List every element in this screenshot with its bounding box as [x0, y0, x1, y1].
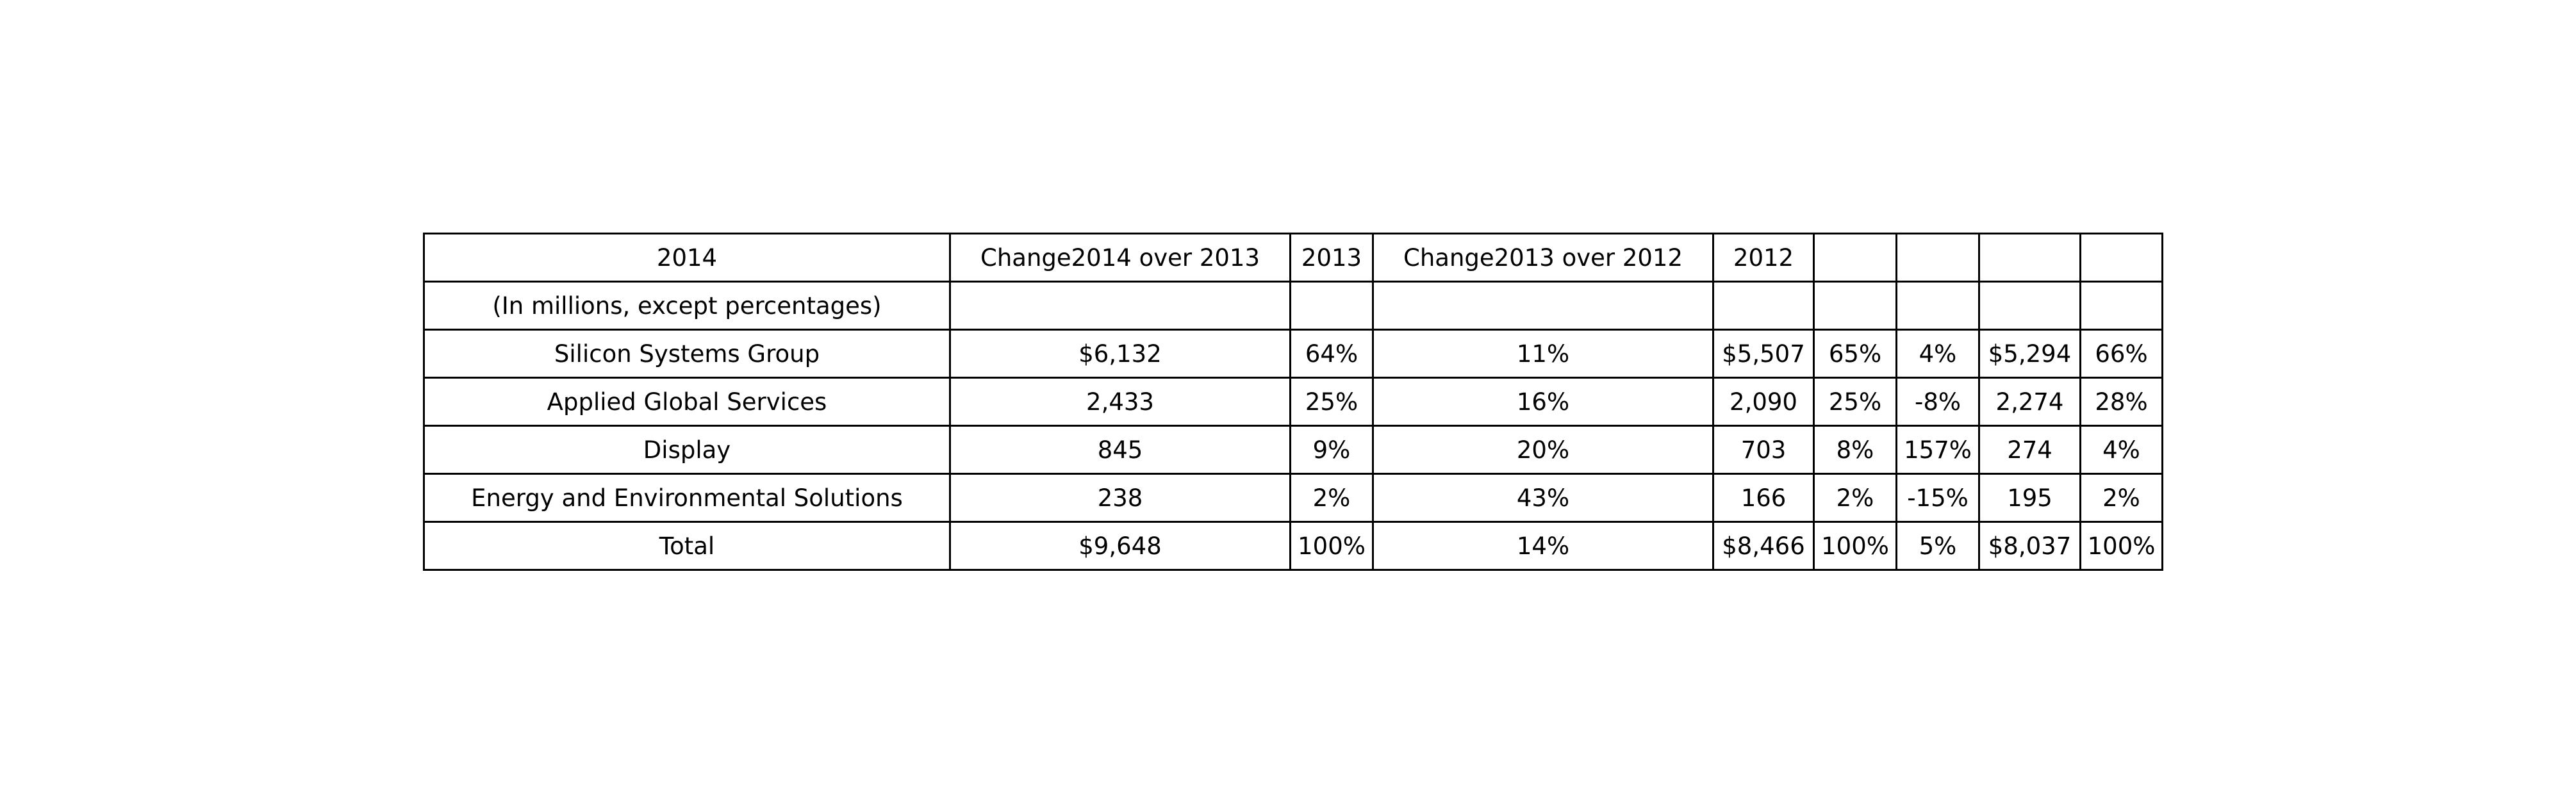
- table-cell: [1895, 233, 1980, 283]
- table-cell: 4%: [1895, 329, 1980, 379]
- table-cell: Change2014 over 2013: [949, 233, 1291, 283]
- table-row: (In millions, except percentages): [423, 281, 2163, 331]
- table-cell: 2013: [1289, 233, 1374, 283]
- table-cell: [2079, 281, 2163, 331]
- table-cell: 66%: [2079, 329, 2163, 379]
- table-cell: 845: [949, 425, 1291, 475]
- table-cell: [1895, 281, 1980, 331]
- table-cell: -8%: [1895, 377, 1980, 427]
- table-cell: 43%: [1372, 473, 1714, 523]
- table-cell: 100%: [1813, 521, 1897, 571]
- table-cell: 25%: [1813, 377, 1897, 427]
- table-cell: [1289, 281, 1374, 331]
- table-cell: $5,507: [1712, 329, 1815, 379]
- table-cell: 16%: [1372, 377, 1714, 427]
- table-cell: [1978, 233, 2081, 283]
- table-cell: [1372, 281, 1714, 331]
- table-cell: Silicon Systems Group: [423, 329, 951, 379]
- table-cell: 703: [1712, 425, 1815, 475]
- table-cell: $9,648: [949, 521, 1291, 571]
- table-cell: 157%: [1895, 425, 1980, 475]
- table-cell: [1813, 233, 1897, 283]
- table-cell: 8%: [1813, 425, 1897, 475]
- table-cell: [1712, 281, 1815, 331]
- table-cell: 2,274: [1978, 377, 2081, 427]
- table-cell: 2,090: [1712, 377, 1815, 427]
- table-cell: 2012: [1712, 233, 1815, 283]
- table-cell: $8,466: [1712, 521, 1815, 571]
- table-cell: 2,433: [949, 377, 1291, 427]
- table-cell: 238: [949, 473, 1291, 523]
- table-cell: [1978, 281, 2081, 331]
- table-cell: Energy and Environmental Solutions: [423, 473, 951, 523]
- table-row: Applied Global Services 2,433 25% 16% 2,090 2…: [423, 377, 2163, 427]
- table-cell: 2014: [423, 233, 951, 283]
- table-cell: [2079, 233, 2163, 283]
- table-cell: 4%: [2079, 425, 2163, 475]
- table-cell: 65%: [1813, 329, 1897, 379]
- table-cell: $6,132: [949, 329, 1291, 379]
- table-cell: (In millions, except percentages): [423, 281, 951, 331]
- table-cell: 20%: [1372, 425, 1714, 475]
- table-cell: 5%: [1895, 521, 1980, 571]
- table-cell: Display: [423, 425, 951, 475]
- table-cell: 2%: [1289, 473, 1374, 523]
- table-cell: 100%: [2079, 521, 2163, 571]
- table-cell: Total: [423, 521, 951, 571]
- table-cell: 11%: [1372, 329, 1714, 379]
- table-cell: 14%: [1372, 521, 1714, 571]
- table-header-row: 2014 Change2014 over 2013 2013 Change2013 o…: [423, 233, 2163, 283]
- table-cell: 274: [1978, 425, 2081, 475]
- table-cell: 166: [1712, 473, 1815, 523]
- table-cell: $5,294: [1978, 329, 2081, 379]
- table-row: Display 845 9% 20% 703 8% 157% 274 4%: [423, 425, 2163, 475]
- table-cell: 28%: [2079, 377, 2163, 427]
- table-cell: -15%: [1895, 473, 1980, 523]
- table-cell: 2%: [2079, 473, 2163, 523]
- data-table-container: 2014 Change2014 over 2013 2013 Change2013 o…: [423, 233, 2163, 571]
- table-cell: Applied Global Services: [423, 377, 951, 427]
- table-cell: 64%: [1289, 329, 1374, 379]
- table-cell: 100%: [1289, 521, 1374, 571]
- table-cell: 195: [1978, 473, 2081, 523]
- table-row: Energy and Environmental Solutions 238 2% 4…: [423, 473, 2163, 523]
- table-cell: [1813, 281, 1897, 331]
- data-table: 2014 Change2014 over 2013 2013 Change2013 o…: [423, 233, 2163, 571]
- table-cell: Change2013 over 2012: [1372, 233, 1714, 283]
- table-cell: 25%: [1289, 377, 1374, 427]
- table-row: Total $9,648 100% 14% $8,466 100% 5% $8,037 100%: [423, 521, 2163, 571]
- table-cell: [949, 281, 1291, 331]
- table-cell: 9%: [1289, 425, 1374, 475]
- table-row: Silicon Systems Group $6,132 64% 11% $5,507 6…: [423, 329, 2163, 379]
- table-cell: $8,037: [1978, 521, 2081, 571]
- table-cell: 2%: [1813, 473, 1897, 523]
